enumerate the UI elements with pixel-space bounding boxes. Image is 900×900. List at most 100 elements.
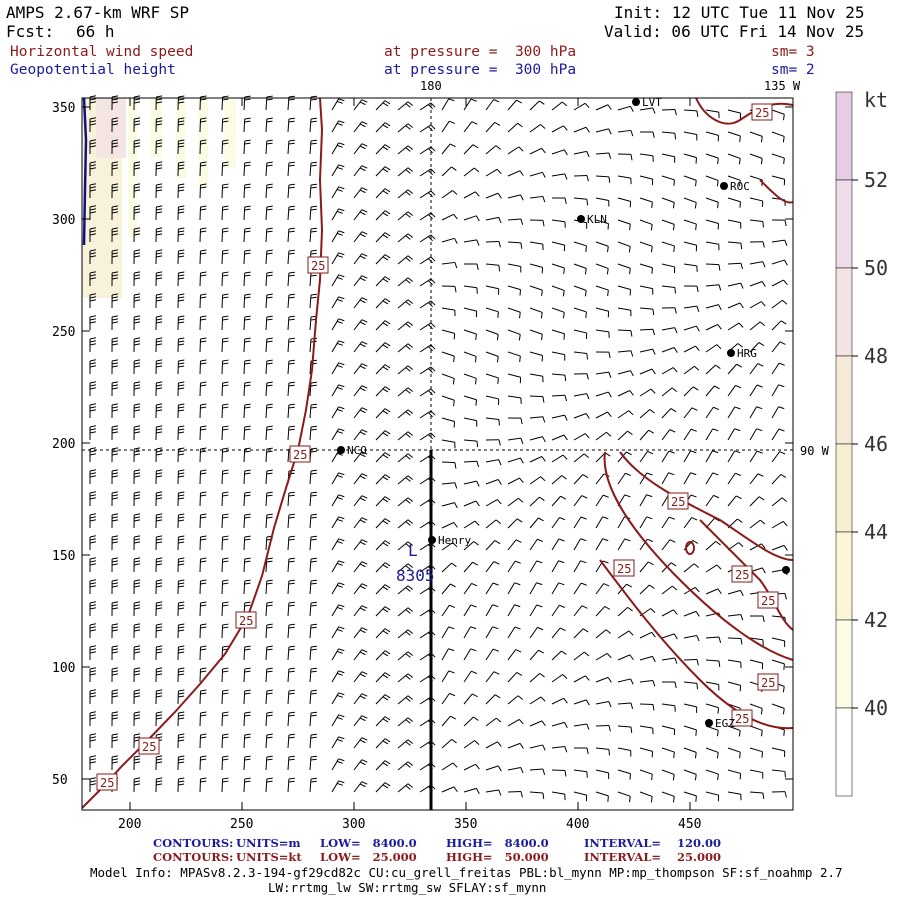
wind-barb bbox=[771, 428, 785, 441]
wind-barb bbox=[353, 253, 368, 265]
wind-barb bbox=[705, 344, 722, 353]
wind-barb bbox=[551, 307, 565, 319]
wind-barb bbox=[265, 359, 273, 375]
wind-barb bbox=[661, 747, 675, 759]
wind-barb bbox=[419, 586, 436, 595]
wind-barb bbox=[177, 161, 185, 177]
wind-barb bbox=[507, 170, 524, 177]
wind-barb bbox=[199, 249, 207, 265]
wind-barb bbox=[661, 153, 676, 163]
wind-barb bbox=[485, 121, 501, 133]
wind-barb bbox=[243, 645, 251, 661]
wind-barb bbox=[507, 604, 521, 617]
wind-barb bbox=[573, 393, 590, 400]
init-time: Init: 12 UTC Tue 11 Nov 25 bbox=[614, 3, 865, 22]
wind-barb bbox=[331, 406, 345, 419]
wind-barb bbox=[419, 278, 436, 287]
wind-barb bbox=[441, 120, 455, 133]
wind-barb bbox=[771, 406, 785, 419]
wind-barb bbox=[177, 755, 185, 771]
wind-barb bbox=[705, 450, 719, 463]
colorbar-unit: kt bbox=[864, 88, 888, 112]
wind-barb bbox=[529, 582, 543, 595]
wind-barb bbox=[749, 473, 764, 485]
wind-barb bbox=[155, 469, 163, 485]
wind-barb bbox=[221, 381, 229, 397]
wind-barb bbox=[287, 161, 295, 177]
wind-barb bbox=[529, 219, 545, 227]
wind-barb bbox=[661, 263, 676, 273]
colorbar-segment bbox=[835, 531, 853, 621]
wind-barb bbox=[375, 122, 391, 133]
wind-barb bbox=[529, 171, 546, 178]
svg-text:25: 25 bbox=[293, 448, 307, 462]
wind-barb bbox=[243, 535, 251, 551]
wind-barb bbox=[771, 239, 788, 246]
wind-barb bbox=[331, 758, 345, 771]
wind-barb bbox=[661, 791, 675, 803]
wind-barb bbox=[353, 385, 368, 397]
wind-barb bbox=[749, 219, 764, 228]
wind-barb bbox=[639, 197, 653, 209]
wind-barb bbox=[111, 755, 119, 771]
wind-barb bbox=[573, 495, 588, 507]
wind-barb bbox=[177, 205, 185, 221]
wind-barb bbox=[771, 279, 788, 287]
wind-barb bbox=[199, 95, 207, 111]
wind-barb bbox=[749, 301, 766, 309]
wind-barb bbox=[529, 476, 546, 485]
wind-barb bbox=[309, 183, 318, 199]
wind-barb bbox=[309, 601, 318, 617]
wind-barb bbox=[441, 522, 458, 529]
wind-barb bbox=[353, 473, 368, 485]
wind-barb bbox=[133, 381, 141, 397]
wind-barb bbox=[419, 740, 436, 749]
wind-barb bbox=[463, 285, 478, 294]
wind-barb bbox=[551, 263, 565, 275]
wind-barb bbox=[155, 271, 163, 287]
wind-barb bbox=[595, 152, 612, 159]
wind-barb bbox=[529, 768, 546, 775]
wind-barb bbox=[397, 189, 414, 199]
footer-contour-label-1: CONTOURS: bbox=[153, 836, 234, 850]
wind-barb bbox=[661, 285, 676, 294]
wind-barb bbox=[199, 271, 207, 287]
wind-barb bbox=[353, 363, 368, 375]
wind-barb bbox=[683, 175, 697, 187]
wind-barb bbox=[463, 121, 478, 133]
footer-units-1: UNITS=m bbox=[236, 836, 301, 850]
wind-barb bbox=[199, 491, 207, 507]
wind-barb bbox=[221, 183, 229, 199]
wind-barb bbox=[683, 725, 697, 736]
wind-barb bbox=[111, 733, 119, 749]
wind-barb bbox=[111, 601, 119, 617]
wind-barb bbox=[133, 535, 141, 551]
wind-barb bbox=[309, 667, 318, 683]
wind-barb bbox=[573, 516, 587, 529]
svg-text:25: 25 bbox=[755, 106, 769, 120]
wind-barb bbox=[111, 117, 119, 133]
wind-barb bbox=[507, 218, 524, 225]
wind-barb bbox=[441, 648, 455, 661]
wind-barb bbox=[705, 175, 719, 187]
wind-barb bbox=[551, 475, 567, 485]
wind-barb bbox=[265, 315, 273, 331]
wind-barb bbox=[177, 535, 185, 551]
wind-barb bbox=[441, 329, 456, 340]
wind-barb bbox=[155, 183, 163, 199]
wind-barb bbox=[265, 139, 273, 155]
wind-barb bbox=[441, 261, 458, 269]
wind-barb bbox=[353, 121, 368, 133]
wind-barb bbox=[463, 670, 478, 683]
wind-barb bbox=[441, 692, 456, 705]
wind-barb bbox=[353, 627, 368, 639]
wind-barb bbox=[331, 142, 345, 155]
wind-barb bbox=[243, 381, 251, 397]
svg-text:25: 25 bbox=[239, 614, 253, 628]
wind-barb bbox=[353, 187, 368, 199]
svg-text:25: 25 bbox=[311, 259, 325, 273]
wind-barb bbox=[595, 241, 609, 253]
wind-barb bbox=[507, 626, 521, 639]
wind-barb bbox=[133, 645, 141, 661]
colorbar-segment bbox=[835, 267, 853, 357]
